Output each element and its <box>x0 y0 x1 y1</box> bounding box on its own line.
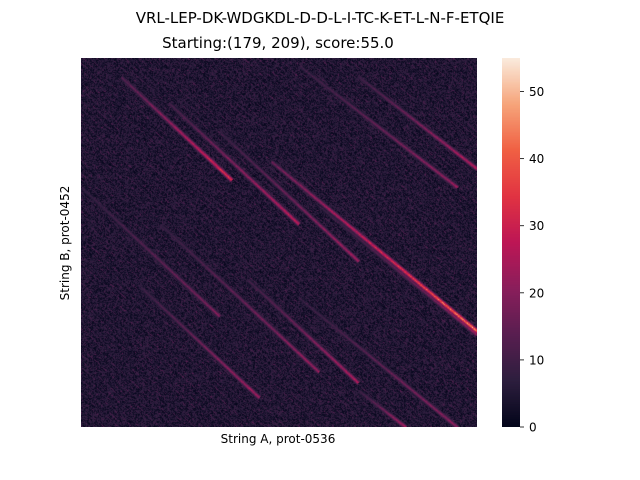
x-axis-label: String A, prot-0536 <box>220 432 336 446</box>
colorbar-tick-label: 0 <box>529 421 537 435</box>
colorbar-tick-label: 40 <box>529 152 544 166</box>
y-axis-label: String B, prot-0452 <box>58 185 72 301</box>
heatmap-plot <box>81 58 477 427</box>
chart-title: VRL-LEP-DK-WDGKDL-D-D-L-I-TC-K-ET-L-N-F-… <box>135 9 505 27</box>
colorbar-tick-label: 20 <box>529 286 544 300</box>
colorbar-tick-label: 50 <box>529 85 544 99</box>
colorbar <box>502 58 520 427</box>
chart-subtitle: Starting:(179, 209), score:55.0 <box>162 34 394 52</box>
colorbar-tick-label: 10 <box>529 353 544 367</box>
colorbar-tick-label: 30 <box>529 219 544 233</box>
